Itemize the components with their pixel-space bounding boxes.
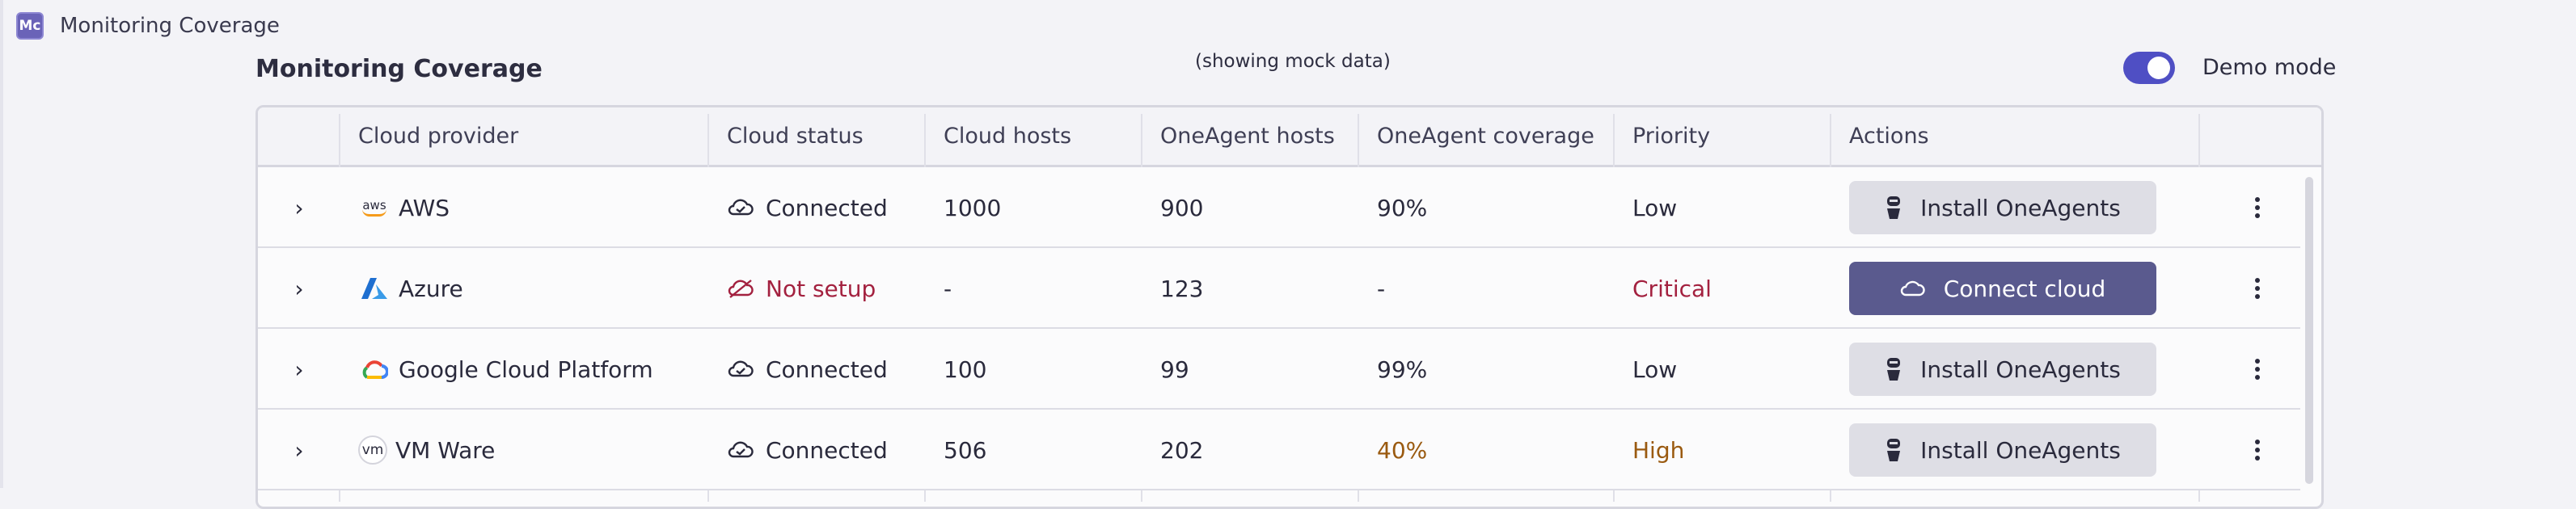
column-header-oneagent-coverage[interactable]: OneAgent coverage (1377, 124, 1594, 149)
oneagent-coverage-cell: - (1377, 275, 1386, 302)
table-row[interactable]: › vm VM Ware Connected 506 202 40% High … (258, 410, 2300, 490)
expand-row-chevron-icon[interactable]: › (294, 194, 304, 221)
cloud-status-cell: Not setup (709, 248, 926, 329)
priority-cell: Low (1632, 355, 1678, 383)
app-header: Mc Monitoring Coverage (16, 10, 280, 42)
more-vertical-icon (2218, 357, 2297, 381)
oneagent-hosts-cell: 202 (1160, 436, 1204, 464)
install-oneagents-button[interactable]: Install OneAgents (1849, 181, 2156, 234)
install-oneagents-button[interactable]: Install OneAgents (1849, 343, 2156, 396)
column-header-oneagent-hosts[interactable]: OneAgent hosts (1160, 124, 1335, 149)
cloud-check-icon (728, 199, 754, 216)
cloud-provider-cell: vm VM Ware (340, 410, 709, 490)
oneagent-icon (1887, 196, 1901, 219)
oneagent-coverage-cell: 40% (1377, 436, 1428, 464)
table-row[interactable]: › aws AWS Connected 1000 900 90% Low Ins… (258, 167, 2300, 248)
priority-cell: Low (1632, 194, 1678, 221)
button-label: Connect cloud (1943, 275, 2106, 302)
button-label: Install OneAgents (1920, 355, 2121, 383)
more-vertical-icon (2218, 438, 2297, 462)
column-header-cloud-provider[interactable]: Cloud provider (358, 124, 519, 149)
column-header-actions: Actions (1849, 124, 1929, 149)
table-scrollbar[interactable] (2305, 177, 2313, 484)
cloud-hosts-cell: - (944, 275, 952, 302)
azure-logo (358, 272, 391, 305)
expand-row-chevron-icon[interactable]: › (294, 436, 304, 464)
mock-data-note: (showing mock data) (1195, 51, 1391, 72)
vm-logo: vm (358, 435, 387, 465)
gcp-logo (358, 353, 391, 385)
column-header-cloud-status[interactable]: Cloud status (727, 124, 864, 149)
actions-cell: Install OneAgents (1831, 329, 2200, 410)
app-title: Monitoring Coverage (60, 14, 280, 38)
toggle-knob (2147, 57, 2170, 79)
button-label: Install OneAgents (1920, 436, 2121, 464)
provider-name: VM Ware (395, 436, 496, 464)
status-text: Connected (766, 436, 888, 464)
status-text: Not setup (766, 275, 876, 302)
row-menu-button[interactable] (2200, 248, 2297, 329)
oneagent-icon (1887, 358, 1901, 381)
actions-cell: Install OneAgents (1831, 167, 2200, 248)
cloud-icon (1900, 280, 1925, 297)
table-row[interactable]: › Azure Not setup - 123 - Critical Conne… (258, 248, 2300, 329)
cloud-check-icon (728, 360, 754, 377)
aws-smile-mark (362, 209, 386, 217)
cloud-hosts-cell: 100 (944, 355, 987, 383)
actions-cell: Install OneAgents (1831, 410, 2200, 490)
cloud-hosts-cell: 506 (944, 436, 987, 464)
aws-logo-text: aws (362, 197, 386, 212)
table-row[interactable]: › Google Cloud Platform Connected 100 99… (258, 329, 2300, 410)
oneagent-coverage-cell: 90% (1377, 194, 1428, 221)
provider-name: AWS (399, 194, 450, 221)
cloud-status-cell: Connected (709, 329, 926, 410)
row-menu-button[interactable] (2200, 410, 2297, 490)
cloud-check-icon (728, 441, 754, 458)
status-text: Connected (766, 194, 888, 221)
cloud-provider-cell: aws AWS (340, 167, 709, 248)
column-header-cloud-hosts[interactable]: Cloud hosts (944, 124, 1072, 149)
expand-column-header (258, 107, 340, 165)
row-menu-button[interactable] (2200, 167, 2297, 248)
coverage-table: Cloud provider Cloud status Cloud hosts … (255, 105, 2324, 509)
row-menu-button[interactable] (2200, 329, 2297, 410)
cloud-status-cell: Connected (709, 410, 926, 490)
page-title: Monitoring Coverage (255, 55, 543, 83)
cloud-status-cell: Connected (709, 167, 926, 248)
more-vertical-icon (2218, 196, 2297, 220)
aws-logo: aws (358, 191, 391, 224)
more-vertical-icon (2218, 276, 2297, 301)
demo-mode-label: Demo mode (2202, 55, 2337, 80)
cloud-hosts-cell: 1000 (944, 194, 1002, 221)
app-icon[interactable]: Mc (16, 12, 44, 40)
cloud-off-icon (728, 280, 754, 298)
connect-cloud-button[interactable]: Connect cloud (1849, 262, 2156, 315)
oneagent-hosts-cell: 900 (1160, 194, 1204, 221)
oneagent-coverage-cell: 99% (1377, 355, 1428, 383)
status-text: Connected (766, 355, 888, 383)
cloud-provider-cell: Azure (340, 248, 709, 329)
oneagent-hosts-cell: 99 (1160, 355, 1189, 383)
expand-row-chevron-icon[interactable]: › (294, 275, 304, 302)
priority-cell: Critical (1632, 275, 1712, 302)
demo-mode-toggle[interactable] (2123, 52, 2175, 84)
row-menu-column-header (2200, 107, 2321, 165)
left-rail (0, 0, 3, 488)
priority-cell: High (1632, 436, 1685, 464)
oneagent-hosts-cell: 123 (1160, 275, 1204, 302)
provider-name: Azure (399, 275, 463, 302)
cloud-provider-cell: Google Cloud Platform (340, 329, 709, 410)
actions-cell: Connect cloud (1831, 248, 2200, 329)
expand-row-chevron-icon[interactable]: › (294, 355, 304, 383)
oneagent-icon (1887, 439, 1901, 461)
column-header-priority[interactable]: Priority (1632, 124, 1711, 149)
install-oneagents-button[interactable]: Install OneAgents (1849, 423, 2156, 477)
button-label: Install OneAgents (1920, 194, 2121, 221)
provider-name: Google Cloud Platform (399, 355, 653, 383)
table-header: Cloud provider Cloud status Cloud hosts … (258, 107, 2321, 167)
